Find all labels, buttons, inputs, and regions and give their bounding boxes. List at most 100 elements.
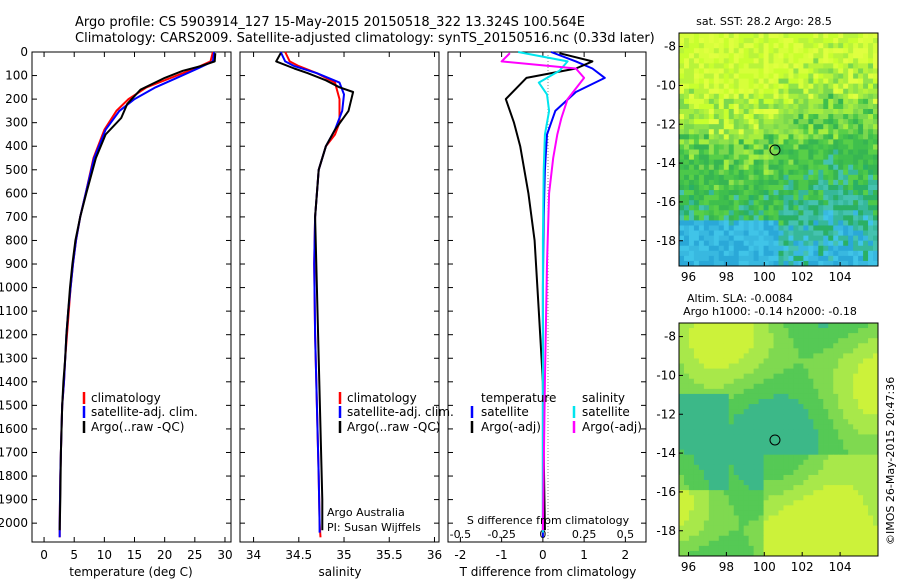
heatmap-cell bbox=[688, 169, 695, 176]
legend-argo: Argo(..raw -QC) bbox=[91, 420, 184, 434]
heatmap-cell bbox=[873, 333, 879, 339]
heatmap-cell bbox=[868, 68, 874, 74]
heatmap-cell bbox=[788, 190, 794, 196]
heatmap-cell bbox=[768, 260, 774, 267]
heatmap-cell bbox=[843, 373, 849, 380]
heatmap-cell bbox=[733, 378, 740, 385]
heatmap-cell bbox=[688, 88, 695, 95]
heatmap-cell bbox=[783, 505, 789, 511]
heatmap-cell bbox=[728, 195, 735, 201]
heatmap-cell bbox=[828, 520, 834, 527]
heatmap-cell bbox=[773, 235, 779, 242]
heatmap-cell bbox=[693, 88, 700, 95]
heatmap-cell bbox=[763, 139, 769, 145]
heatmap-cell bbox=[828, 119, 834, 125]
heatmap-cell bbox=[788, 63, 794, 69]
heatmap-cell bbox=[738, 545, 745, 552]
heatmap-cell bbox=[768, 83, 774, 90]
heatmap-cell bbox=[708, 409, 715, 415]
heatmap-cell bbox=[688, 444, 695, 451]
heatmap-cell bbox=[808, 459, 814, 466]
heatmap-cell bbox=[808, 540, 814, 547]
heatmap-cell bbox=[873, 525, 879, 532]
heatmap-cell bbox=[813, 338, 819, 344]
heatmap-cell bbox=[803, 184, 809, 191]
heatmap-cell bbox=[873, 108, 879, 115]
heatmap-cell bbox=[728, 449, 735, 456]
heatmap-cell bbox=[818, 393, 824, 400]
heatmap-cell bbox=[848, 63, 854, 69]
x-tick-label: 36 bbox=[427, 548, 442, 562]
heatmap-cell bbox=[758, 368, 764, 375]
heatmap-cell bbox=[773, 215, 779, 221]
heatmap-cell bbox=[733, 358, 740, 364]
heatmap-cell bbox=[798, 159, 804, 166]
heatmap-cell bbox=[863, 343, 869, 349]
heatmap-cell bbox=[703, 103, 710, 110]
heatmap-cell bbox=[818, 480, 824, 486]
heatmap-cell bbox=[753, 505, 760, 511]
heatmap-cell bbox=[718, 83, 725, 90]
y-tick-label: 0 bbox=[20, 45, 28, 59]
heatmap-cell bbox=[793, 200, 799, 206]
header-line2: Climatology: CARS2009. Satellite-adjuste… bbox=[75, 31, 655, 46]
heatmap-cell bbox=[698, 535, 705, 542]
heatmap-cell bbox=[818, 353, 824, 359]
heatmap-cell bbox=[868, 53, 874, 59]
heatmap-cell bbox=[753, 449, 760, 456]
heatmap-cell bbox=[803, 388, 809, 395]
heatmap-cell bbox=[783, 195, 789, 201]
heatmap-cell bbox=[733, 368, 740, 375]
heatmap-cell bbox=[773, 255, 779, 262]
heatmap-cell bbox=[823, 530, 829, 537]
heatmap-cell bbox=[683, 210, 690, 216]
heatmap-cell bbox=[788, 510, 794, 516]
heatmap-cell bbox=[698, 73, 705, 79]
heatmap-cell bbox=[798, 210, 804, 216]
heatmap-cell bbox=[743, 230, 750, 237]
heatmap-cell bbox=[858, 323, 864, 329]
heatmap-cell bbox=[743, 398, 750, 405]
heatmap-cell bbox=[843, 333, 849, 339]
heatmap-cell bbox=[738, 114, 745, 120]
heatmap-cell bbox=[858, 449, 864, 456]
heatmap-cell bbox=[679, 444, 685, 451]
heatmap-cell bbox=[848, 98, 854, 105]
heatmap-cell bbox=[723, 429, 730, 435]
map-y-tick-label: -18 bbox=[656, 234, 676, 248]
heatmap-cell bbox=[813, 480, 819, 486]
heatmap-cell bbox=[768, 540, 774, 547]
heatmap-cell bbox=[679, 195, 685, 201]
heatmap-cell bbox=[688, 98, 695, 105]
heatmap-cell bbox=[723, 469, 730, 476]
heatmap-cell bbox=[738, 195, 745, 201]
heatmap-cell bbox=[683, 250, 690, 257]
heatmap-cell bbox=[728, 333, 735, 339]
heatmap-cell bbox=[788, 505, 794, 511]
heatmap-cell bbox=[748, 530, 755, 537]
heatmap-cell bbox=[813, 48, 819, 54]
heatmap-cell bbox=[703, 530, 710, 537]
heatmap-cell bbox=[858, 485, 864, 491]
heatmap-cell bbox=[743, 38, 750, 44]
heatmap-cell bbox=[758, 124, 764, 130]
heatmap-cell bbox=[718, 525, 725, 532]
heatmap-cell bbox=[793, 545, 799, 552]
heatmap-cell bbox=[723, 200, 730, 206]
heatmap-cell bbox=[679, 93, 685, 100]
heatmap-cell bbox=[833, 469, 839, 476]
heatmap-cell bbox=[808, 464, 814, 471]
heatmap-cell bbox=[848, 490, 854, 496]
heatmap-cell bbox=[798, 43, 804, 49]
heatmap-cell bbox=[838, 103, 844, 110]
heatmap-cell bbox=[853, 205, 859, 211]
heatmap-cell bbox=[743, 464, 750, 471]
heatmap-cell bbox=[758, 200, 764, 206]
heatmap-cell bbox=[679, 535, 685, 542]
heatmap-cell bbox=[748, 195, 755, 201]
heatmap-cell bbox=[679, 454, 685, 461]
heatmap-cell bbox=[763, 190, 769, 196]
heatmap-cell bbox=[723, 424, 730, 430]
heatmap-cell bbox=[773, 469, 779, 476]
heatmap-cell bbox=[783, 485, 789, 491]
